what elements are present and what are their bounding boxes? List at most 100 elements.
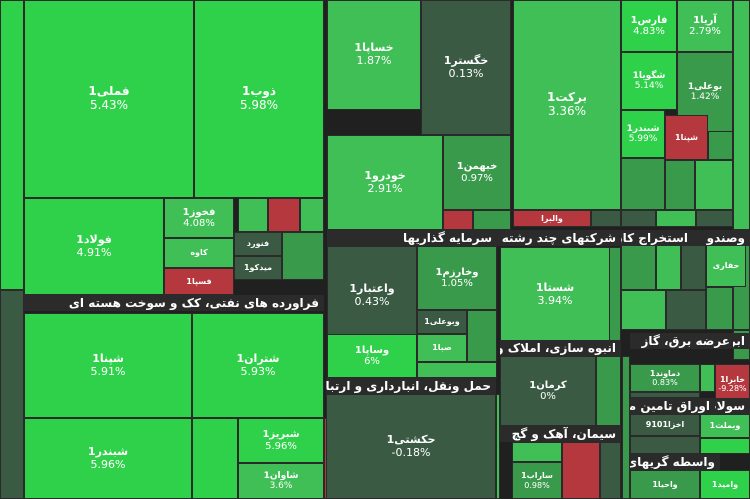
treemap-tile[interactable]: اخزا9101 (630, 414, 700, 436)
treemap-tile[interactable]: شپنا1 5.91% (24, 313, 192, 418)
treemap-tile[interactable]: حکشتی1 -0.18% (326, 394, 496, 499)
treemap-tile-filler[interactable] (600, 442, 621, 499)
treemap-tile-filler[interactable] (512, 442, 562, 462)
treemap-tile-filler[interactable] (0, 0, 24, 290)
treemap-tile-filler[interactable] (621, 158, 665, 210)
tile-change: 3.36% (547, 104, 587, 118)
treemap-tile[interactable]: خابرا1 -9.28% (715, 364, 750, 404)
treemap-tile[interactable]: کرمان1 0% (500, 356, 596, 426)
treemap-tile-filler[interactable] (268, 198, 300, 232)
treemap-tile[interactable]: وبملت1 (700, 414, 750, 438)
treemap-tile[interactable]: شگویا1 5.14% (621, 52, 677, 110)
treemap-tile[interactable]: میدکو1 (234, 256, 282, 280)
treemap-tile-filler[interactable] (666, 290, 706, 330)
treemap-tile-filler[interactable] (192, 418, 238, 499)
treemap-tile-filler[interactable] (238, 198, 268, 232)
tile-symbol: فملی1 (88, 84, 130, 99)
tile-change: 0.98% (524, 480, 550, 490)
treemap-tile[interactable]: شتران1 5.93% (192, 313, 324, 418)
treemap-tile-filler[interactable] (621, 245, 656, 290)
treemap-tile-filler[interactable] (417, 362, 497, 378)
sector-header[interactable]: استخراج کان (621, 230, 693, 246)
tile-symbol: والبرا (541, 213, 563, 223)
sector-header[interactable]: عرضه برق، گاز (630, 333, 735, 349)
treemap-tile[interactable]: وخارزم1 1.05% (417, 246, 497, 310)
treemap-tile-filler[interactable] (473, 210, 511, 230)
treemap-tile-filler[interactable] (630, 436, 700, 454)
treemap-tile[interactable]: خساپا1 1.87% (327, 0, 421, 110)
treemap-tile[interactable]: شبندر1 5.99% (621, 110, 665, 158)
tile-symbol: شبندر1 (87, 444, 129, 458)
treemap-tile[interactable]: فسپا1 (164, 268, 234, 295)
treemap-tile-filler[interactable] (706, 287, 733, 330)
treemap-tile-filler[interactable] (700, 364, 715, 392)
treemap-tile-filler[interactable] (443, 210, 473, 230)
treemap-tile-filler[interactable] (0, 290, 24, 499)
treemap-tile[interactable]: شبندر1 5.96% (24, 418, 192, 499)
treemap-tile-filler[interactable] (282, 232, 324, 280)
treemap-tile[interactable]: خودرو1 2.91% (327, 135, 443, 230)
treemap-tile[interactable]: فولاد1 4.91% (24, 198, 164, 295)
treemap-tile-filler[interactable] (696, 210, 733, 227)
sector-header[interactable]: فراورده های نفتی، کک و سوخت هسته ای (24, 295, 324, 311)
treemap-tile[interactable]: ساراب1 0.98% (512, 462, 562, 499)
treemap-tile[interactable]: دماوند1 0.83% (630, 364, 700, 392)
treemap-tile-filler[interactable] (300, 198, 324, 232)
treemap-tile[interactable]: وساپا1 6% (327, 334, 417, 378)
tile-symbol: فنورد (246, 239, 270, 249)
treemap-tile[interactable]: فنورد (234, 232, 282, 256)
treemap-tile-filler[interactable] (681, 245, 706, 290)
treemap-tile[interactable]: برکت1 3.36% (513, 0, 621, 210)
treemap-tile[interactable]: آریا1 2.79% (677, 0, 733, 52)
sector-header[interactable]: ابرات (733, 333, 750, 349)
treemap-tile-filler[interactable] (467, 310, 497, 362)
treemap-tile[interactable]: شپنا1 (665, 115, 708, 160)
sector-header[interactable]: حمل ونقل، انبارداری و ارتباطات (326, 378, 496, 394)
sector-header[interactable]: سیمان، آهک و گچ (500, 426, 621, 442)
treemap-tile[interactable]: شستا1 3.94% (500, 247, 610, 342)
treemap-tile-filler[interactable] (591, 210, 621, 227)
treemap-tile[interactable]: وامید1 (700, 470, 750, 499)
treemap-tile[interactable]: واعتبار1 0.43% (327, 246, 417, 346)
treemap-tile[interactable]: خگستر1 0.13% (421, 0, 511, 135)
treemap-tile[interactable]: فارس1 4.83% (621, 0, 677, 52)
treemap-tile[interactable]: فخوز1 4.08% (164, 198, 234, 238)
treemap-tile-filler[interactable] (621, 290, 666, 330)
treemap-tile[interactable]: فملی1 5.43% (24, 0, 194, 198)
treemap-tile-filler[interactable] (630, 392, 700, 398)
tile-change: 5.98% (239, 98, 279, 112)
treemap-tile-filler[interactable] (622, 356, 630, 499)
sector-header[interactable]: وصندو (693, 230, 750, 246)
sector-header[interactable]: اوراق تامین مالی (630, 398, 715, 414)
treemap-tile-filler[interactable] (656, 210, 696, 227)
treemap-tile[interactable]: ذوب1 5.98% (194, 0, 324, 198)
treemap-tile-filler[interactable] (562, 442, 600, 499)
treemap-tile[interactable]: شبریز1 5.96% (238, 418, 324, 463)
tile-symbol: شپنا1 (675, 132, 698, 142)
tile-symbol: خابرا1 (719, 374, 746, 384)
treemap-tile[interactable]: شاوان1 3.6% (238, 463, 324, 499)
tile-symbol: خودرو1 (364, 168, 406, 182)
treemap-tile-filler[interactable] (596, 356, 621, 426)
sector-header[interactable]: واسطه گریهای (630, 454, 720, 470)
treemap-tile[interactable]: کاوه (164, 238, 234, 268)
treemap-tile[interactable]: واحیا1 (630, 470, 700, 499)
treemap-tile-filler[interactable] (665, 160, 695, 210)
treemap-tile-filler[interactable] (700, 438, 750, 454)
sector-header[interactable]: سولات (715, 398, 750, 414)
treemap-tile[interactable]: خبهمن1 0.97% (443, 135, 511, 210)
treemap-tile[interactable]: حفاری (706, 245, 746, 287)
treemap-tile[interactable]: صبا1 (417, 334, 467, 362)
treemap-tile-filler[interactable] (695, 160, 733, 210)
treemap-tile[interactable]: وبوعلی1 (417, 310, 467, 334)
sector-header[interactable]: سرمایه گذاریها (327, 230, 497, 246)
tile-symbol: وبوعلی1 (424, 317, 460, 327)
tile-symbol: وساپا1 (354, 344, 390, 356)
treemap-tile-filler[interactable] (656, 245, 681, 290)
tile-symbol: وخارزم1 (435, 266, 479, 278)
sector-header[interactable]: شرکتهای چند رشته ای (497, 230, 621, 246)
treemap-tile[interactable]: والبرا (513, 210, 591, 227)
treemap-tile-filler[interactable] (733, 0, 750, 230)
treemap-tile-filler[interactable] (621, 210, 656, 227)
sector-header[interactable]: انبوه سازی، املاک و م (500, 340, 621, 356)
